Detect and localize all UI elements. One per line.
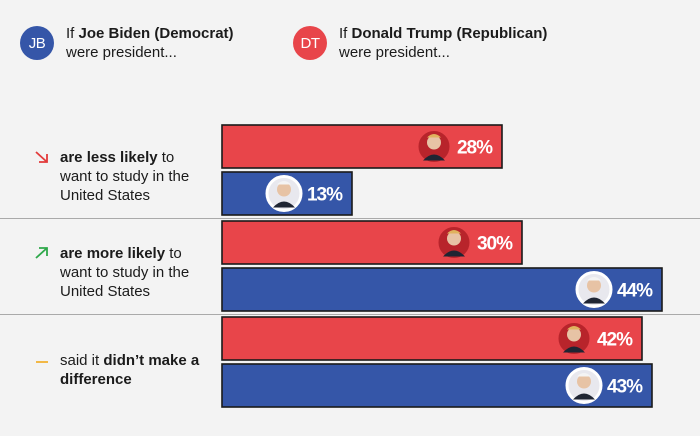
legend-trump-name: Donald Trump (Republican) <box>351 25 548 42</box>
legend-biden-prefix: If <box>66 25 79 42</box>
portrait-suit <box>563 346 585 353</box>
legend-biden-suffix: were president... <box>66 44 177 61</box>
portrait-suit <box>273 201 295 208</box>
legend-trump-suffix: were president... <box>339 44 450 61</box>
portrait-face <box>427 135 441 150</box>
portrait-suit <box>443 250 465 257</box>
row-label-bold: are more likely <box>60 245 166 262</box>
row-label-inline: to <box>157 149 175 166</box>
row-label-prefix: said it <box>60 352 104 369</box>
portrait-suit <box>583 297 605 304</box>
legend-trump-text: If Donald Trump (Republican) were presid… <box>339 24 547 62</box>
portrait-hair <box>427 134 441 138</box>
arrow-up-right-icon <box>35 247 48 259</box>
portrait-face <box>567 327 581 342</box>
portrait-hair <box>447 230 461 234</box>
legend-biden-text: If Joe Biden (Democrat) were president..… <box>66 24 234 62</box>
legend-trump-prefix: If <box>339 25 352 42</box>
portrait-hair <box>277 181 291 185</box>
row-divider <box>0 218 700 219</box>
portrait-face <box>577 374 591 389</box>
portrait-hair <box>587 277 601 281</box>
bar <box>221 124 503 169</box>
data-label: 28% <box>457 138 493 159</box>
row-label-bold: are less likely <box>60 149 158 166</box>
data-label: 42% <box>597 330 633 351</box>
portrait-suit <box>423 154 445 161</box>
legend-biden-name: Joe Biden (Democrat) <box>78 25 234 42</box>
portrait-hair <box>577 373 591 377</box>
portrait-hair <box>567 326 581 330</box>
portrait-suit <box>573 393 595 400</box>
row-label-rest: want to study in the United States <box>60 168 190 204</box>
data-label: 13% <box>307 185 343 206</box>
data-label: 30% <box>477 234 513 255</box>
dash-icon <box>36 361 48 363</box>
row-label-inline: to <box>165 245 182 262</box>
biden-badge: JB <box>20 26 54 60</box>
portrait-face <box>277 182 291 197</box>
row-divider <box>0 314 700 315</box>
portrait-face <box>447 231 461 246</box>
arrow-down-right-icon <box>35 151 48 163</box>
data-label: 44% <box>617 281 653 302</box>
portrait-face <box>587 278 601 293</box>
trump-badge: DT <box>293 26 327 60</box>
data-label: 43% <box>607 377 643 398</box>
row-label-rest: want to study in the United States <box>60 264 190 300</box>
row-label-bold: didn’t make a difference <box>60 352 200 388</box>
